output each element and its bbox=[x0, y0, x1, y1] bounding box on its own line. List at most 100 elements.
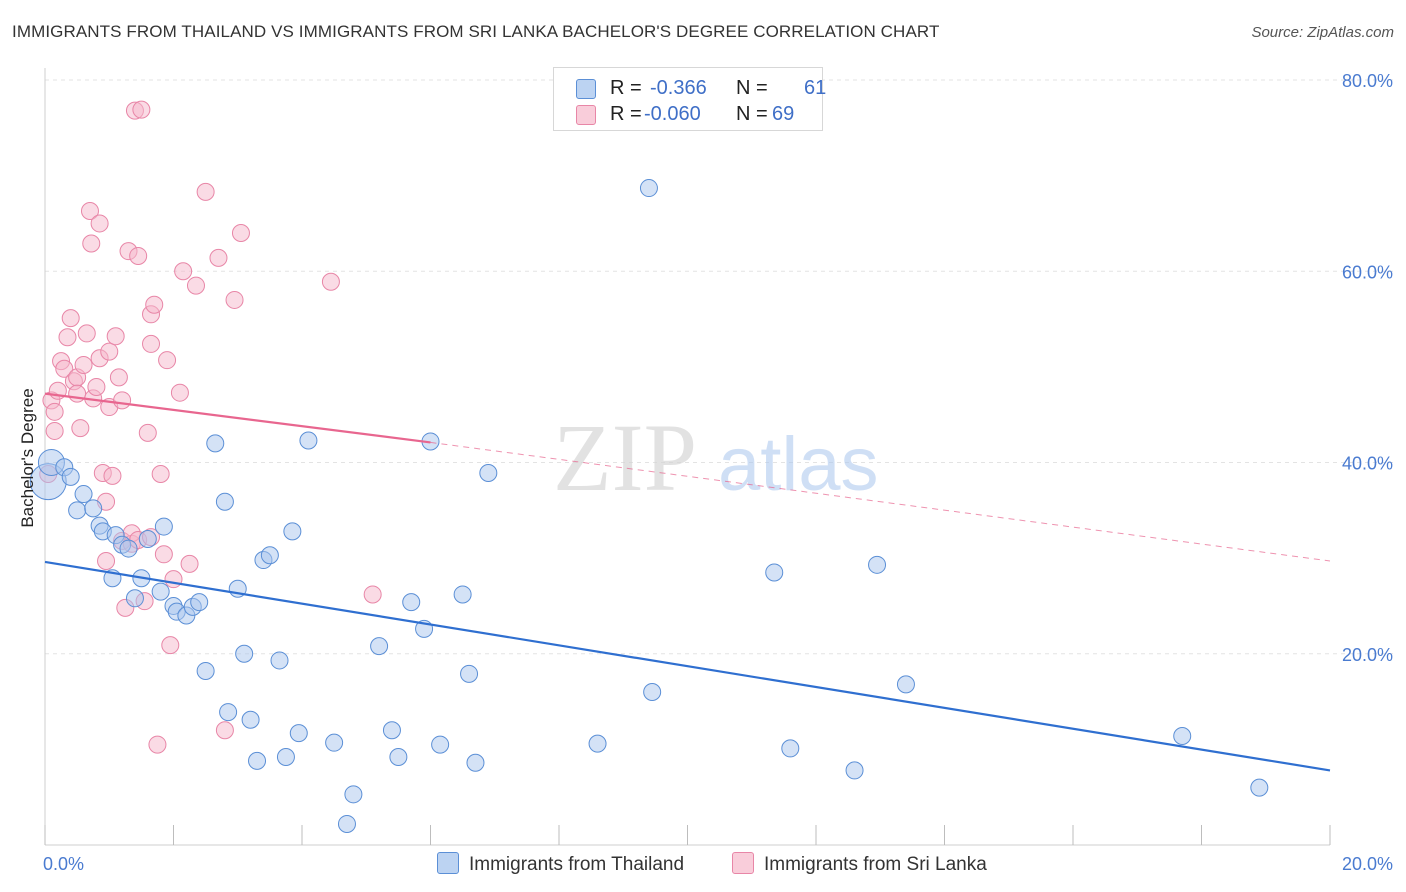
legend-n-value: 69 bbox=[772, 103, 795, 125]
srilanka-point bbox=[45, 421, 64, 440]
source-note: Source: ZipAtlas.com bbox=[1251, 24, 1394, 41]
srilanka-point bbox=[97, 551, 116, 570]
thailand-point bbox=[248, 751, 267, 770]
srilanka-point bbox=[103, 466, 122, 485]
thailand-point bbox=[84, 499, 103, 518]
srilanka-swatch bbox=[732, 852, 754, 874]
trend-lines bbox=[44, 392, 1331, 772]
srilanka-trend-line bbox=[44, 392, 431, 444]
srilanka-point bbox=[151, 464, 170, 483]
bottom-legend-srilanka: Immigrants from Sri Lanka bbox=[732, 852, 987, 876]
thailand-point bbox=[382, 721, 401, 740]
bottom-legend-label: Immigrants from Thailand bbox=[469, 854, 685, 875]
bottom-legend-thailand: Immigrants from Thailand bbox=[437, 852, 684, 876]
thailand-point bbox=[74, 485, 93, 504]
srilanka-point bbox=[196, 182, 215, 201]
srilanka-point bbox=[209, 248, 228, 267]
thailand-point bbox=[845, 761, 864, 780]
thailand-point bbox=[370, 637, 389, 656]
srilanka-point bbox=[106, 327, 125, 346]
srilanka-point bbox=[170, 383, 189, 402]
y-tick-label: 60.0% bbox=[1342, 262, 1393, 282]
thailand-point bbox=[781, 739, 800, 758]
y-tick-label: 40.0% bbox=[1342, 454, 1393, 474]
thailand-point bbox=[283, 522, 302, 541]
legend-r-value: -0.366 bbox=[650, 77, 707, 99]
thailand-point bbox=[765, 563, 784, 582]
thailand-point bbox=[215, 492, 234, 511]
srilanka-point bbox=[82, 234, 101, 253]
thailand-point bbox=[639, 179, 658, 198]
thailand-point bbox=[299, 431, 318, 450]
srilanka-point bbox=[129, 246, 148, 265]
srilanka-point bbox=[363, 585, 382, 604]
srilanka-point bbox=[132, 100, 151, 119]
thailand-point bbox=[119, 539, 138, 558]
srilanka-point bbox=[186, 276, 205, 295]
gridlines bbox=[45, 79, 1393, 655]
srilanka-point bbox=[113, 391, 132, 410]
srilanka-point bbox=[45, 402, 64, 421]
srilanka-point bbox=[68, 384, 87, 403]
thailand-point bbox=[588, 734, 607, 753]
srilanka-point bbox=[71, 419, 90, 438]
thailand-point bbox=[190, 593, 209, 612]
srilanka-point bbox=[164, 570, 183, 589]
y-axis-label: Bachelor's Degree bbox=[18, 388, 37, 527]
srilanka-point bbox=[90, 214, 109, 233]
legend-r-label: R = bbox=[610, 77, 642, 99]
srilanka-point bbox=[109, 368, 128, 387]
x-tick-label: 20.0% bbox=[1342, 854, 1393, 874]
srilanka-point bbox=[61, 309, 80, 328]
series-sri-lanka-points bbox=[39, 100, 382, 754]
srilanka-point bbox=[80, 202, 99, 221]
thailand-point bbox=[270, 651, 289, 670]
srilanka-point bbox=[180, 554, 199, 573]
thailand-point bbox=[325, 733, 344, 752]
bottom-legend-label: Immigrants from Sri Lanka bbox=[764, 854, 987, 875]
srilanka-point bbox=[321, 272, 340, 291]
srilanka-point bbox=[154, 545, 173, 564]
thailand-point bbox=[1173, 726, 1192, 745]
legend-n-label: N = bbox=[736, 103, 768, 125]
thailand-point bbox=[466, 753, 485, 772]
srilanka-swatch bbox=[576, 105, 596, 125]
legend-n-value: 61 bbox=[804, 77, 827, 99]
thailand-point bbox=[61, 467, 80, 486]
thailand-point bbox=[460, 664, 479, 683]
series-thailand-points bbox=[29, 179, 1269, 833]
thailand-point bbox=[125, 589, 144, 608]
thailand-point bbox=[896, 675, 915, 694]
watermark-atlas: atlas bbox=[718, 422, 879, 507]
srilanka-point bbox=[145, 295, 164, 314]
thailand-point bbox=[138, 530, 157, 548]
thailand-point bbox=[206, 434, 225, 453]
watermark: ZIP atlas bbox=[553, 404, 879, 511]
thailand-point bbox=[479, 464, 498, 483]
thailand-point bbox=[276, 748, 295, 767]
thailand-point bbox=[68, 501, 87, 520]
thailand-point bbox=[868, 555, 887, 574]
thailand-point bbox=[196, 661, 215, 680]
thailand-point bbox=[431, 735, 450, 754]
srilanka-point bbox=[158, 351, 177, 370]
thailand-swatch bbox=[576, 79, 596, 99]
chart-title: IMMIGRANTS FROM THAILAND VS IMMIGRANTS F… bbox=[12, 22, 940, 41]
srilanka-point bbox=[142, 334, 161, 353]
legend-r-value: -0.060 bbox=[644, 103, 701, 125]
srilanka-point bbox=[215, 721, 234, 740]
thailand-trend-line bbox=[44, 560, 1331, 772]
legend-n-label: N = bbox=[736, 77, 768, 99]
srilanka-point bbox=[55, 359, 74, 378]
srilanka-trend-extension bbox=[430, 441, 1331, 562]
thailand-swatch bbox=[437, 852, 459, 874]
srilanka-point bbox=[58, 328, 77, 347]
thailand-point bbox=[289, 724, 308, 743]
thailand-point bbox=[241, 710, 260, 729]
thailand-point bbox=[389, 748, 408, 767]
thailand-point bbox=[154, 517, 173, 536]
thailand-point bbox=[453, 585, 472, 604]
thailand-point bbox=[344, 785, 363, 804]
srilanka-point bbox=[225, 290, 244, 309]
